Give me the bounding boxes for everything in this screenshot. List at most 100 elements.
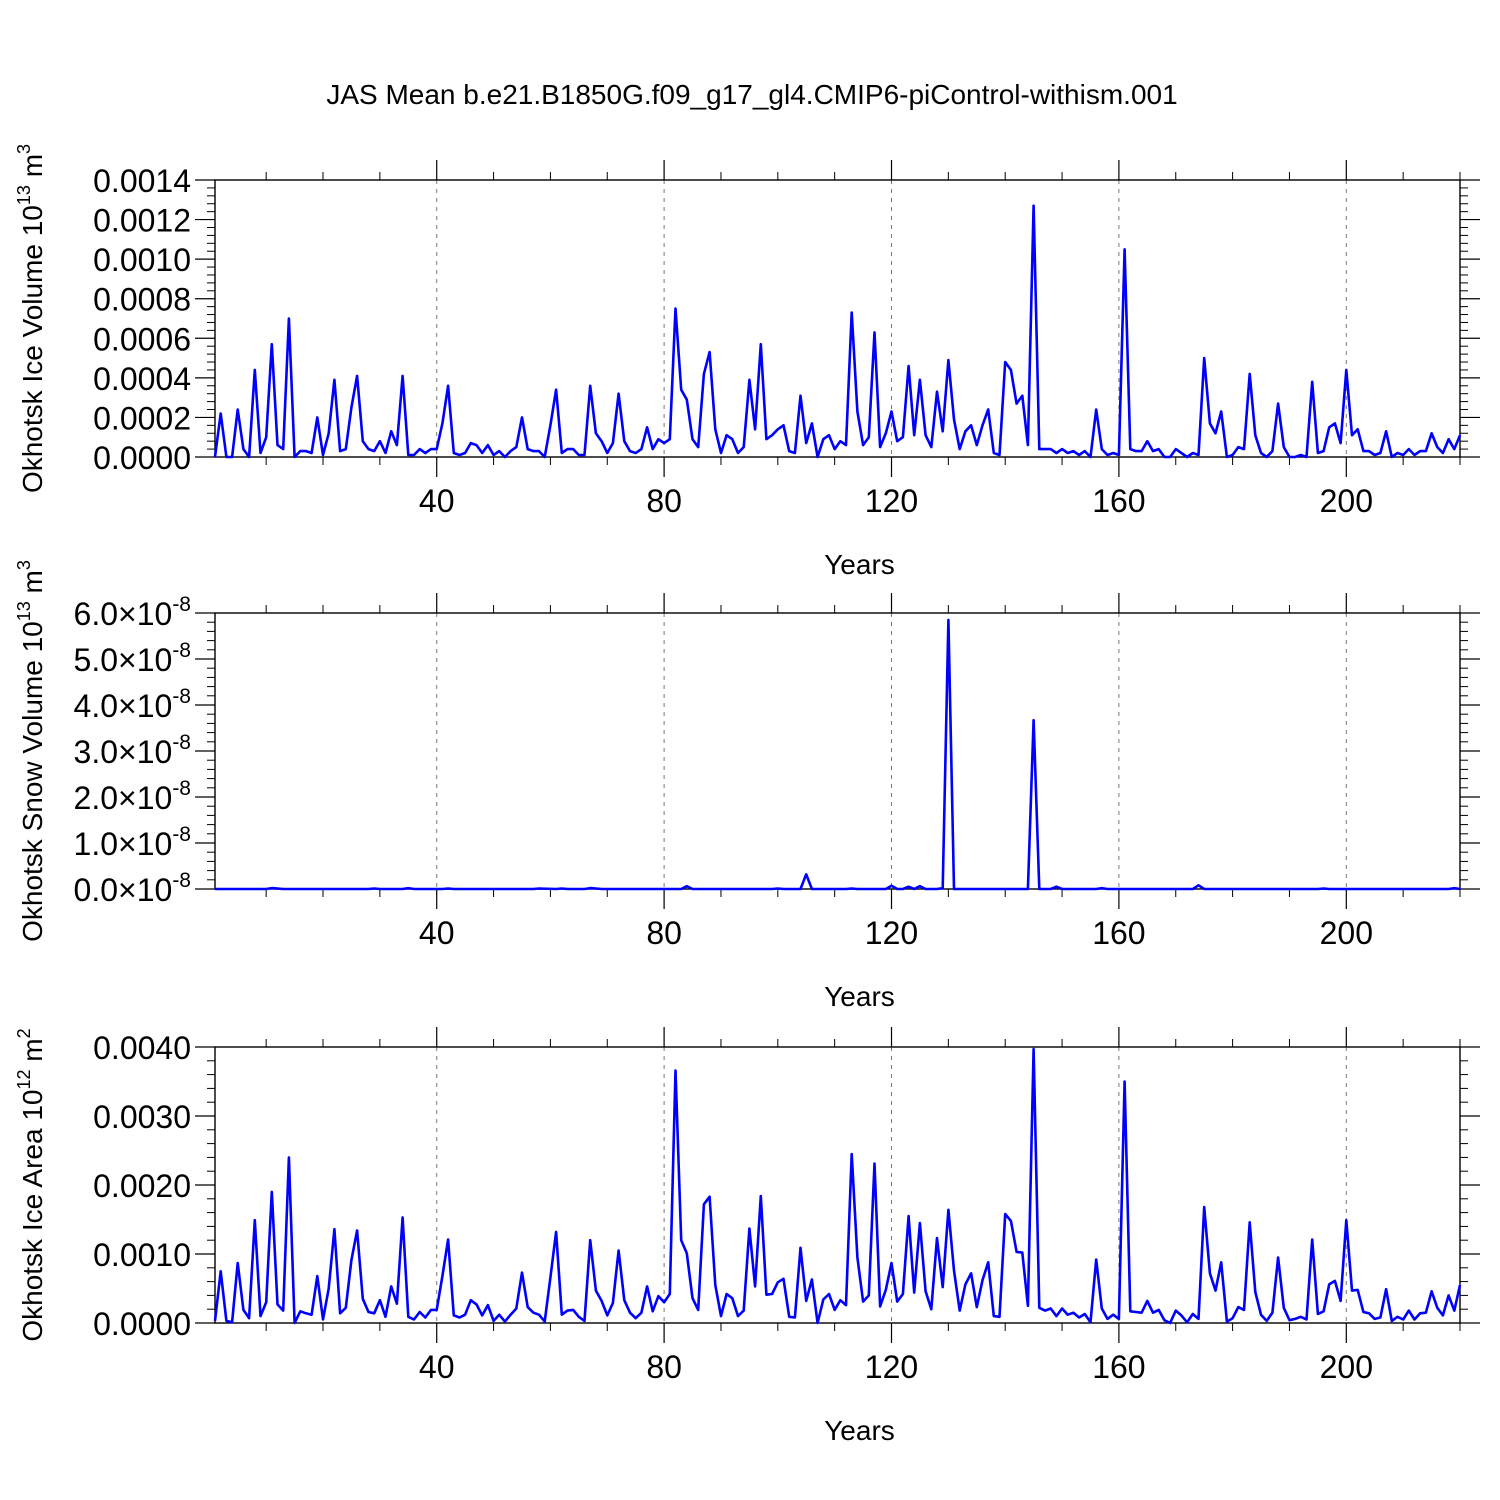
data-point	[799, 888, 802, 890]
data-point	[1214, 432, 1217, 434]
data-point	[566, 1310, 569, 1312]
data-point	[1129, 448, 1131, 450]
data-point	[1101, 448, 1103, 450]
data-point	[913, 1292, 915, 1294]
data-point	[1459, 434, 1461, 436]
data-point	[976, 1306, 978, 1308]
data-point	[436, 1309, 438, 1311]
data-point	[1152, 450, 1154, 452]
data-point	[282, 888, 284, 890]
data-point	[691, 438, 694, 440]
data-point	[782, 888, 785, 890]
y-axis-label-unit: m	[17, 154, 48, 185]
data-point	[322, 1318, 324, 1321]
data-point	[1436, 1307, 1438, 1309]
data-point	[947, 359, 950, 361]
data-point	[424, 452, 426, 454]
data-point	[1391, 456, 1393, 458]
y-tick-label: 0.0008	[93, 282, 191, 318]
data-point	[640, 448, 643, 450]
data-point	[703, 373, 705, 375]
data-point	[1453, 1310, 1455, 1312]
data-point	[373, 450, 375, 452]
data-point	[925, 1290, 927, 1292]
y-tick-label: 0.0010	[93, 1237, 191, 1273]
data-point	[890, 410, 893, 413]
y-axis-label-unit: m	[17, 1038, 48, 1069]
data-point	[947, 1209, 950, 1211]
data-point	[720, 1315, 722, 1317]
data-point	[259, 1315, 262, 1317]
data-point	[237, 1262, 239, 1264]
data-point	[714, 428, 716, 430]
data-point	[1351, 434, 1353, 436]
data-point	[1260, 1314, 1262, 1316]
data-point	[1425, 450, 1427, 452]
data-point	[1089, 456, 1092, 458]
data-point	[970, 1272, 972, 1274]
y-tick-label: 0.0030	[93, 1099, 191, 1135]
data-point	[885, 1289, 887, 1291]
data-point	[1118, 454, 1120, 456]
panels: 40 80 120 160 2000.00000.00020.00040.00060.0…	[14, 144, 1480, 1446]
data-point	[1016, 403, 1018, 405]
data-point	[748, 379, 751, 381]
data-point	[282, 448, 284, 450]
y-tick-mantissa: 0.0020	[93, 1168, 191, 1204]
data-point	[601, 1300, 603, 1302]
data-point	[697, 1309, 699, 1311]
data-point	[481, 1314, 483, 1316]
data-point	[1379, 1316, 1381, 1319]
y-tick-exponent: -8	[172, 823, 191, 846]
data-point	[811, 888, 813, 890]
axes-frame	[214, 179, 1461, 458]
data-point	[504, 456, 506, 458]
data-point	[925, 888, 927, 890]
data-point	[845, 444, 847, 446]
data-point	[902, 888, 904, 890]
data-point	[1283, 1307, 1285, 1309]
data-point	[248, 456, 250, 458]
data-point	[1431, 1290, 1433, 1292]
data-point	[1311, 1238, 1313, 1241]
y-tick-label: 3.0×10-8	[74, 731, 191, 770]
data-point	[1106, 888, 1109, 890]
data-point	[1101, 887, 1103, 889]
y-axis-label-text: Okhotsk Snow Volume 10	[17, 621, 48, 942]
data-point	[220, 412, 222, 415]
data-point	[1038, 448, 1040, 450]
y-tick-mantissa: 0.0002	[93, 400, 191, 436]
data-point	[379, 888, 381, 890]
data-point	[464, 452, 466, 454]
y-tick-label: 0.0004	[93, 361, 191, 397]
data-point	[1124, 248, 1126, 250]
data-point	[453, 452, 455, 454]
data-point	[549, 424, 552, 426]
data-point	[686, 885, 688, 887]
x-tick-label: 120	[865, 1349, 918, 1385]
data-point	[947, 619, 950, 621]
data-point	[1311, 381, 1313, 383]
data-point	[498, 1314, 500, 1316]
data-point	[1027, 888, 1029, 890]
data-point	[680, 389, 682, 391]
data-point	[788, 1316, 790, 1318]
data-point	[311, 1314, 313, 1316]
data-point	[919, 379, 921, 381]
y-tick-mantissa: 0.0010	[93, 242, 191, 278]
data-point	[709, 351, 711, 353]
data-point	[1135, 450, 1137, 452]
data-point	[680, 888, 682, 890]
data-point	[220, 1270, 222, 1272]
data-point	[453, 1314, 455, 1316]
y-axis-label-unit: m	[17, 570, 48, 601]
data-point	[976, 444, 978, 446]
data-point	[527, 448, 529, 450]
data-point	[1442, 1314, 1444, 1316]
data-point	[413, 888, 415, 890]
data-point	[851, 887, 853, 890]
data-point	[771, 434, 773, 436]
data-point	[231, 1321, 233, 1323]
data-point	[311, 452, 313, 454]
